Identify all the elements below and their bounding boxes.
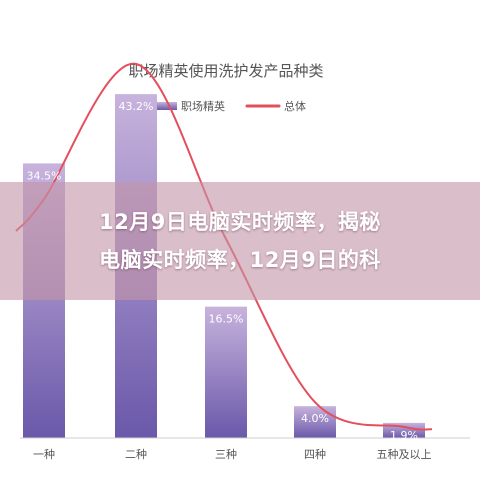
x-tick-1: 一种 [33, 447, 55, 461]
bar-value-labels: 34.5% 43.2% 16.5% 4.0% 1.9% [27, 100, 418, 442]
x-tick-4: 四种 [304, 447, 326, 461]
legend-swatch-bar [147, 102, 177, 110]
x-tick-2: 二种 [125, 447, 147, 461]
bar-label-5: 1.9% [390, 429, 418, 442]
x-tick-3: 三种 [215, 447, 237, 461]
bar-label-2: 43.2% [119, 100, 154, 113]
x-axis-tick-labels: 一种 二种 三种 四种 五种及以上 [33, 447, 432, 461]
x-tick-5: 五种及以上 [377, 447, 432, 461]
bar-label-4: 4.0% [301, 412, 329, 425]
title-banner: 12月9日电脑实时频率，揭秘 电脑实时频率，12月9日的科 [0, 182, 480, 300]
legend-label-bar: 职场精英 [181, 99, 225, 113]
banner-line-1: 12月9日电脑实时频率，揭秘 [99, 210, 381, 234]
bar-label-1: 34.5% [27, 169, 62, 182]
bar-label-3: 16.5% [209, 313, 244, 326]
bar-3 [205, 306, 247, 438]
banner-line-2: 电脑实时频率，12月9日的科 [99, 248, 381, 272]
legend-label-line: 总体 [284, 99, 306, 113]
bar-4 [294, 406, 336, 438]
legend: 职场精英 总体 [147, 99, 306, 113]
chart-title: 职场精英使用洗护发产品种类 [128, 62, 323, 80]
